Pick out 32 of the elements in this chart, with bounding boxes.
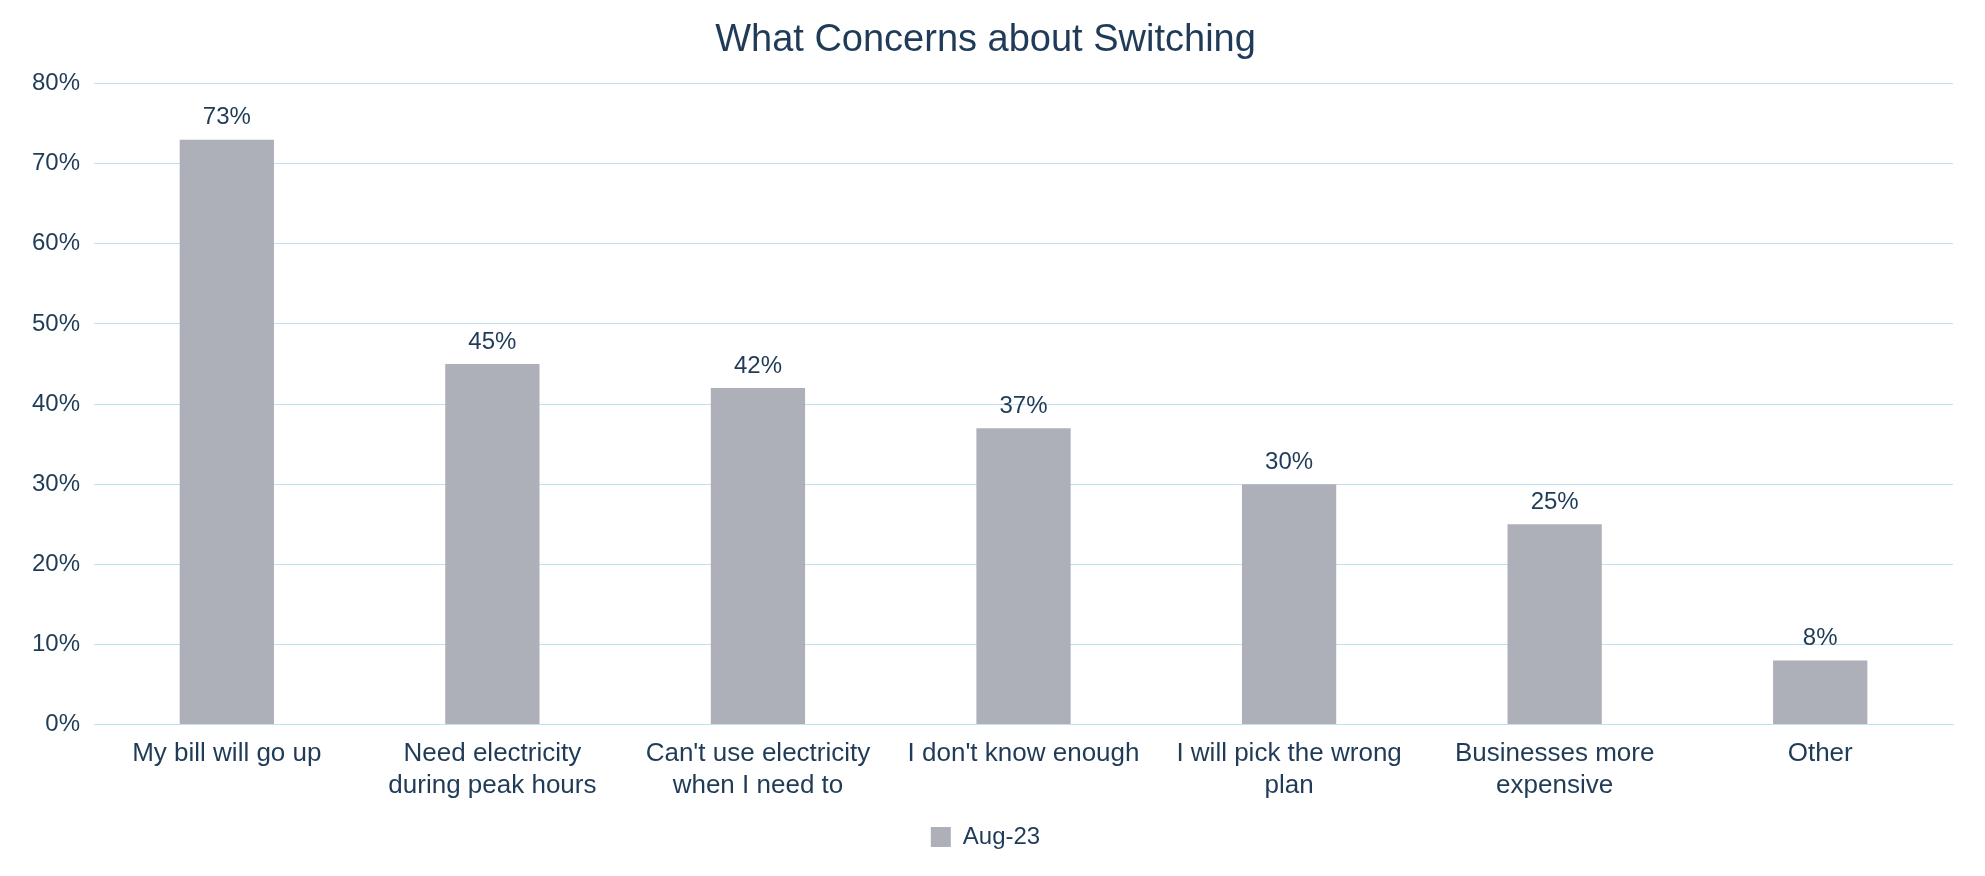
data-label: 8% [1802,623,1838,651]
bar [445,364,540,725]
data-label: 42% [733,350,782,378]
y-tick-label: 40% [31,388,81,416]
data-label: 30% [1265,446,1314,474]
data-label: 37% [999,390,1048,418]
data-label: 73% [202,102,251,130]
x-tick-label: I don't know enough [907,737,1140,768]
bar [1507,524,1602,725]
x-tick-label: Other [1787,737,1854,768]
x-tick-label: My bill will go up [132,737,322,768]
data-label: 25% [1530,486,1579,514]
x-tick-label: Businesses more expensive [1454,737,1655,799]
y-tick-label: 70% [31,148,81,176]
bar [1773,660,1868,725]
x-tick-label: I will pick the wrong plan [1176,737,1402,799]
bar [710,388,806,725]
data-label: 45% [468,326,517,354]
y-tick-label: 60% [31,228,81,256]
x-tick-label: Can't use electricity when I need to [645,737,871,799]
y-tick-label: 0% [45,709,81,737]
y-tick-label: 20% [31,548,81,576]
y-tick-label: 30% [31,468,81,496]
bar [1241,484,1337,725]
chart-title: What Concerns about Switching [715,17,1256,60]
y-tick-label: 80% [31,68,81,96]
y-tick-label: 10% [31,629,81,657]
y-tick-label: 50% [31,308,81,336]
bar [976,428,1071,725]
bar [179,139,274,725]
legend-label: Aug-23 [962,821,1041,849]
x-tick-label: Need electricity during peak hours [388,737,597,799]
